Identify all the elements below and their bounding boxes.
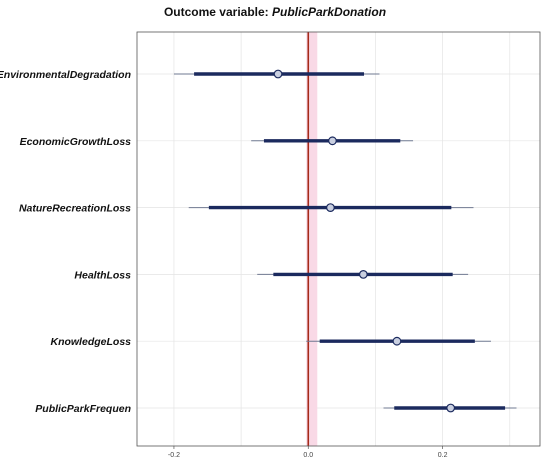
chart-title-variable: PublicParkDonation bbox=[272, 5, 386, 19]
chart-title: Outcome variable: PublicParkDonation bbox=[164, 5, 386, 19]
point-estimate bbox=[273, 69, 283, 79]
plot-background bbox=[137, 32, 540, 446]
plot-area: EnvironmentalDegradation EconomicGrowthLo… bbox=[0, 31, 541, 459]
point-estimate bbox=[392, 336, 402, 346]
chart-title-prefix: Outcome variable: bbox=[164, 5, 272, 19]
category-label: KnowledgeLoss bbox=[50, 336, 131, 348]
point-estimate bbox=[358, 270, 368, 279]
category-label: EnvironmentalDegradation bbox=[0, 69, 131, 81]
point-estimate bbox=[326, 203, 335, 213]
x-tick-label: -0.2 bbox=[168, 452, 180, 459]
x-tick-label: 0.2 bbox=[438, 452, 448, 459]
point-estimate bbox=[328, 136, 337, 146]
category-label: NatureRecreationLoss bbox=[19, 203, 131, 215]
category-label: EconomicGrowthLoss bbox=[20, 136, 132, 148]
point-estimate bbox=[446, 403, 456, 413]
x-tick-label: 0.0 bbox=[303, 452, 313, 459]
category-label: HealthLoss bbox=[74, 269, 131, 281]
plot-frame bbox=[136, 31, 541, 447]
category-label: PublicParkFrequen bbox=[35, 403, 131, 415]
reference-band bbox=[306, 32, 318, 446]
